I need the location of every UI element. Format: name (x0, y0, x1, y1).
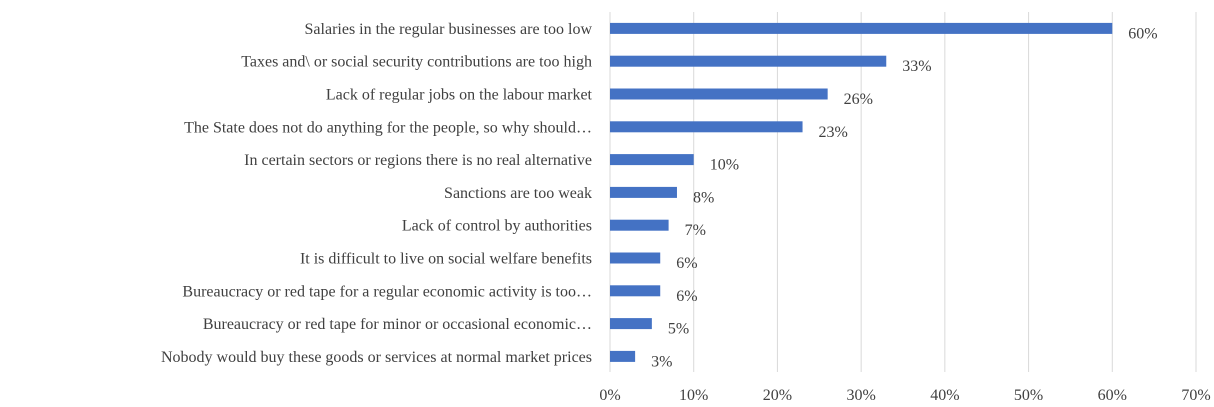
category-label: The State does not do anything for the p… (184, 119, 592, 136)
x-tick-label: 60% (1098, 387, 1127, 404)
x-tick-label: 0% (599, 387, 620, 404)
bar (610, 154, 694, 166)
category-label: Salaries in the regular businesses are t… (305, 21, 593, 38)
gridlines (609, 12, 1197, 372)
category-label: In certain sectors or regions there is n… (244, 152, 592, 169)
bar (610, 186, 677, 198)
data-label: 7% (685, 222, 706, 239)
data-label: 5% (668, 321, 689, 338)
x-tick-label: 40% (930, 387, 959, 404)
bar (610, 285, 661, 297)
data-label: 6% (676, 288, 697, 305)
bar (610, 350, 636, 362)
data-label: 8% (693, 189, 714, 206)
bar (610, 55, 887, 67)
category-label: Bureaucracy or red tape for a regular ec… (182, 283, 592, 300)
bar (610, 252, 661, 264)
data-label: 33% (902, 58, 931, 75)
data-label: 23% (819, 124, 848, 141)
x-tick-label: 10% (679, 387, 708, 404)
bar (610, 318, 652, 330)
category-label: Lack of regular jobs on the labour marke… (326, 87, 593, 104)
bar (610, 121, 803, 133)
bar (610, 22, 1113, 34)
category-label: Sanctions are too weak (444, 185, 592, 202)
bars (610, 22, 1113, 362)
x-tick-label: 70% (1181, 387, 1210, 404)
x-tick-label: 20% (763, 387, 792, 404)
data-labels: 60% 33% 26% 23% 10% 8% 7% 6% 6% 5% 3% (651, 25, 1157, 370)
category-label: Nobody would buy these goods or services… (161, 349, 592, 366)
data-label: 3% (651, 353, 672, 370)
data-label: 10% (710, 157, 739, 174)
category-label: Lack of control by authorities (402, 218, 592, 235)
x-axis-tick-labels: 0% 10% 20% 30% 40% 50% 60% 70% (599, 387, 1210, 404)
x-tick-label: 30% (846, 387, 875, 404)
category-labels: Salaries in the regular businesses are t… (161, 21, 593, 366)
bar (610, 88, 828, 100)
x-tick-label: 50% (1014, 387, 1043, 404)
data-label: 26% (844, 91, 873, 108)
category-label: Bureaucracy or red tape for minor or occ… (203, 316, 592, 333)
data-label: 60% (1128, 25, 1157, 42)
category-label: Taxes and\ or social security contributi… (241, 54, 592, 71)
category-label: It is difficult to live on social welfar… (300, 251, 592, 268)
bar (610, 219, 669, 231)
data-label: 6% (676, 255, 697, 272)
